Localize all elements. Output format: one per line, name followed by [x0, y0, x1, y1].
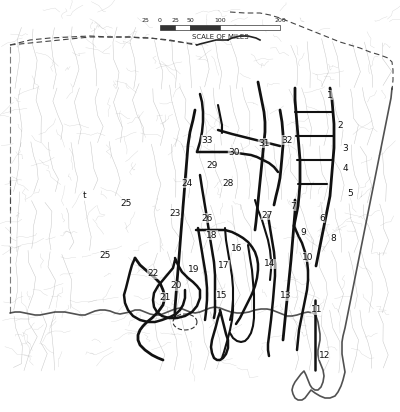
Text: 25: 25 — [120, 199, 132, 208]
Text: 1: 1 — [327, 91, 333, 100]
Text: 13: 13 — [280, 292, 292, 300]
Bar — [190, 25, 220, 30]
Text: 5: 5 — [347, 189, 353, 197]
Text: 22: 22 — [147, 269, 159, 279]
Text: 16: 16 — [231, 243, 243, 253]
Text: 9: 9 — [300, 227, 306, 236]
Text: SCALE OF MILES: SCALE OF MILES — [192, 34, 248, 40]
Text: 19: 19 — [188, 265, 200, 274]
Text: 11: 11 — [311, 306, 323, 314]
Text: t: t — [83, 190, 87, 199]
Text: 29: 29 — [206, 161, 218, 169]
Text: 32: 32 — [281, 136, 293, 145]
Text: 6: 6 — [319, 213, 325, 222]
Text: 28: 28 — [222, 178, 234, 187]
Text: 8: 8 — [330, 234, 336, 243]
Text: 200: 200 — [274, 18, 286, 23]
Text: 25: 25 — [171, 18, 179, 23]
Text: 17: 17 — [218, 260, 230, 269]
Text: 31: 31 — [258, 138, 270, 147]
Text: 12: 12 — [319, 351, 331, 360]
Text: 50: 50 — [186, 18, 194, 23]
Text: 10: 10 — [302, 253, 314, 262]
Text: 4: 4 — [342, 164, 348, 173]
Text: 27: 27 — [261, 211, 273, 220]
Text: 3: 3 — [342, 143, 348, 152]
Text: 33: 33 — [201, 136, 213, 145]
Bar — [175, 25, 190, 30]
Text: 30: 30 — [228, 147, 240, 157]
Text: 24: 24 — [181, 178, 193, 187]
Text: 20: 20 — [170, 281, 182, 290]
Text: 2: 2 — [337, 120, 343, 129]
Text: 26: 26 — [201, 213, 213, 222]
Text: 25: 25 — [99, 250, 111, 260]
Text: 18: 18 — [206, 230, 218, 239]
Text: 0: 0 — [158, 18, 162, 23]
Text: 25: 25 — [141, 18, 149, 23]
Text: 15: 15 — [216, 290, 228, 300]
Bar — [160, 25, 175, 30]
Text: 23: 23 — [169, 208, 181, 218]
Text: 14: 14 — [264, 260, 276, 269]
Text: 21: 21 — [159, 293, 171, 302]
Text: 7: 7 — [290, 201, 296, 211]
Text: 100: 100 — [214, 18, 226, 23]
Bar — [220, 25, 280, 30]
